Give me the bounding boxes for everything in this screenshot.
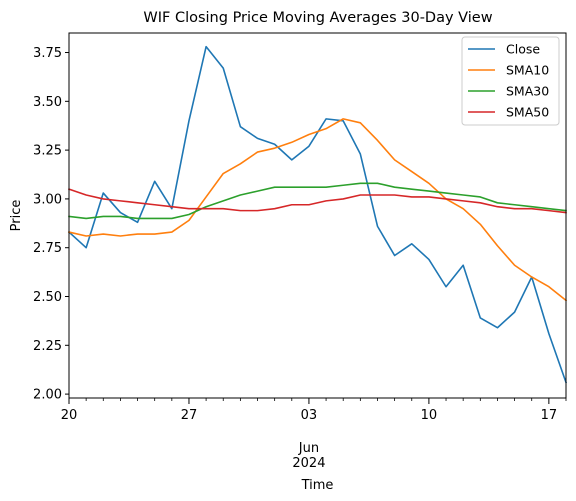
x-axis-label: Time <box>301 478 334 493</box>
chart-title: WIF Closing Price Moving Averages 30-Day… <box>143 10 492 26</box>
y-tick-label: 3.75 <box>33 46 62 61</box>
series-sma10 <box>68 118 568 302</box>
legend-label: SMA10 <box>506 63 549 78</box>
y-tick-label: 3.00 <box>33 192 62 207</box>
legend-label: Close <box>506 42 540 57</box>
series-line-sma30 <box>68 182 567 220</box>
y-tick-label: 2.25 <box>33 339 62 354</box>
legend-label: SMA30 <box>506 84 549 99</box>
x-tick-label: 03 <box>301 408 318 423</box>
y-tick-label: 3.25 <box>33 144 62 159</box>
y-axis-label: Price <box>9 200 24 232</box>
legend-item-close: Close <box>468 42 540 57</box>
x-tick-label: 27 <box>181 408 198 423</box>
series-line-sma10 <box>68 118 568 302</box>
legend-item-sma10: SMA10 <box>468 63 549 78</box>
series-sma50 <box>67 188 567 214</box>
y-axis: 2.00 2.25 2.50 2.75 3.00 3.25 3.50 3.75 <box>33 46 69 403</box>
series-line-close <box>67 45 568 384</box>
y-tick-label: 3.50 <box>33 95 62 110</box>
series-line-sma50 <box>67 188 567 214</box>
legend: Close SMA10 SMA30 SMA50 <box>461 36 560 126</box>
x-tick-label: 10 <box>421 408 438 423</box>
y-tick-label: 2.00 <box>33 388 62 403</box>
legend-box <box>461 36 560 126</box>
series-sma30 <box>68 182 567 220</box>
legend-item-sma30: SMA30 <box>468 84 549 99</box>
legend-label: SMA50 <box>506 105 549 120</box>
x-tick-label: 17 <box>541 408 558 423</box>
x-year-label: 2024 <box>292 456 325 471</box>
series-layer <box>67 45 568 384</box>
series-close <box>67 45 568 384</box>
legend-item-sma50: SMA50 <box>468 105 549 120</box>
x-month-label: Jun <box>298 441 319 456</box>
y-tick-label: 2.75 <box>33 241 62 256</box>
x-tick-label: 20 <box>61 408 78 423</box>
plot-frame <box>68 32 567 399</box>
y-tick-label: 2.50 <box>33 290 62 305</box>
